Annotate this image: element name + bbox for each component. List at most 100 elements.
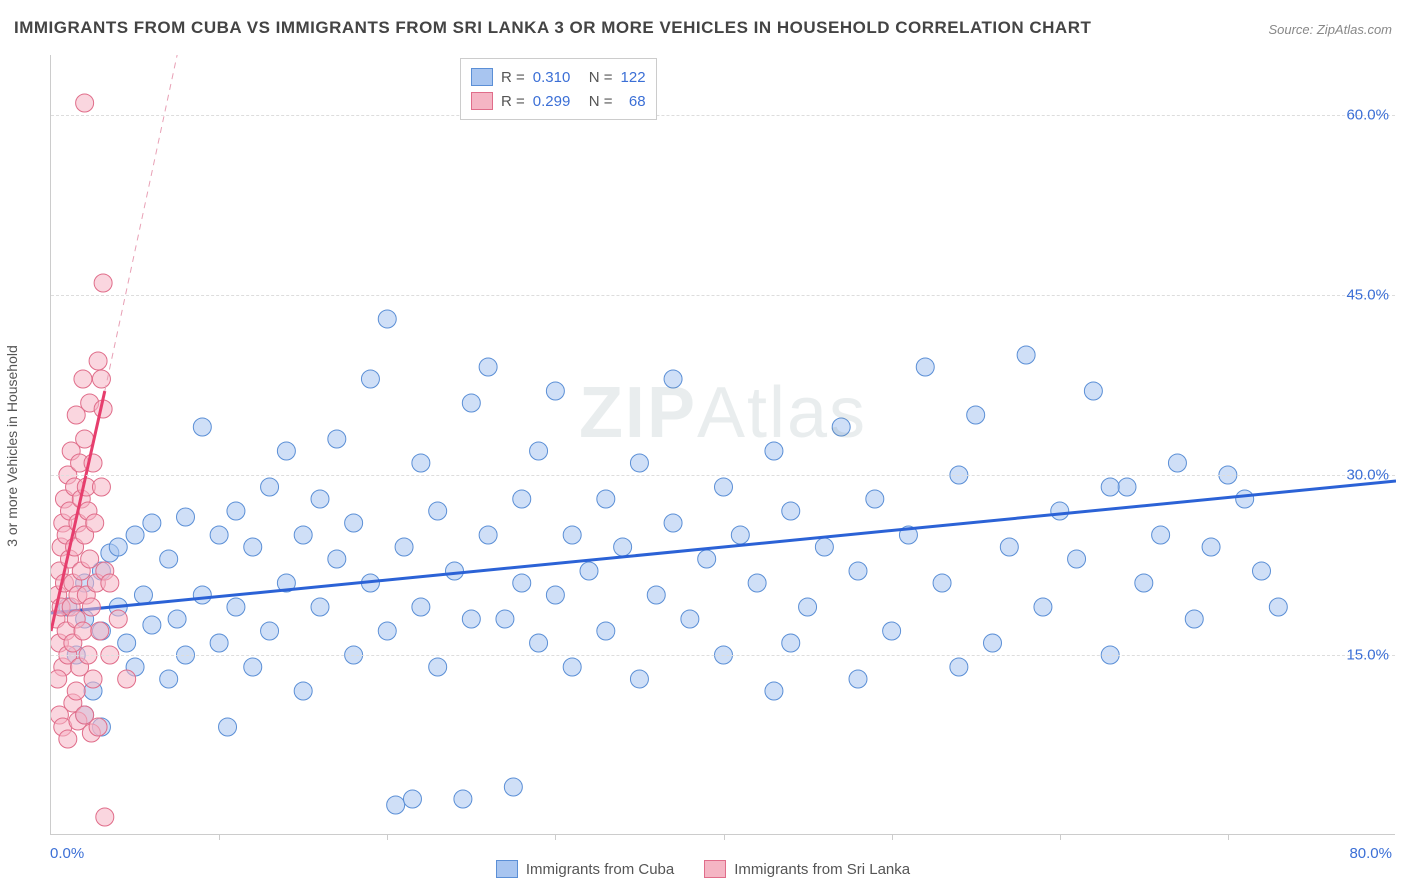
data-point [1202,538,1220,556]
data-point [916,358,934,376]
data-point [84,670,102,688]
data-point [109,610,127,628]
data-point [614,538,632,556]
data-point [849,670,867,688]
x-tick [892,834,893,840]
data-point [378,310,396,328]
chart-plot-area: ZIPAtlas 15.0%30.0%45.0%60.0% [50,55,1395,835]
gridline [51,475,1395,476]
legend-swatch [471,68,493,86]
legend-n-value: 122 [621,69,646,86]
data-point [89,352,107,370]
data-point [1269,598,1287,616]
legend-row: R =0.310N =122 [471,65,646,89]
data-point [160,670,178,688]
data-point [51,670,67,688]
data-point [109,538,127,556]
legend-r-value: 0.310 [533,69,581,86]
data-point [294,526,312,544]
data-point [580,562,598,580]
data-point [168,610,186,628]
data-point [504,778,522,796]
data-point [210,634,228,652]
data-point [412,598,430,616]
legend-item: Immigrants from Sri Lanka [704,860,910,878]
data-point [160,550,178,568]
data-point [883,622,901,640]
data-point [94,274,112,292]
correlation-legend: R =0.310N =122R =0.299N = 68 [460,58,657,120]
data-point [647,586,665,604]
data-point [664,370,682,388]
x-tick [1060,834,1061,840]
legend-r-value: 0.299 [533,93,581,110]
data-point [681,610,699,628]
data-point [715,478,733,496]
legend-label: Immigrants from Sri Lanka [734,861,910,878]
y-tick-label: 45.0% [1346,287,1389,304]
data-point [546,382,564,400]
data-point [513,574,531,592]
legend-swatch [471,92,493,110]
y-tick-label: 15.0% [1346,647,1389,664]
legend-r-label: R = [501,93,525,110]
scatter-svg [51,55,1396,835]
data-point [530,634,548,652]
data-point [244,538,262,556]
data-point [143,616,161,634]
legend-swatch [496,860,518,878]
data-point [395,538,413,556]
data-point [227,598,245,616]
data-point [126,526,144,544]
data-point [378,622,396,640]
data-point [311,490,329,508]
legend-item: Immigrants from Cuba [496,860,674,878]
data-point [1185,610,1203,628]
data-point [67,682,85,700]
data-point [311,598,329,616]
data-point [513,490,531,508]
data-point [563,526,581,544]
data-point [210,526,228,544]
data-point [261,622,279,640]
data-point [81,550,99,568]
data-point [664,514,682,532]
data-point [429,658,447,676]
legend-n-label: N = [589,93,613,110]
x-tick [387,834,388,840]
data-point [294,682,312,700]
data-point [89,718,107,736]
data-point [403,790,421,808]
data-point [933,574,951,592]
data-point [1068,550,1086,568]
data-point [118,670,136,688]
data-point [74,622,92,640]
data-point [950,658,968,676]
data-point [1236,490,1254,508]
gridline [51,295,1395,296]
x-tick [219,834,220,840]
legend-row: R =0.299N = 68 [471,89,646,113]
data-point [799,598,817,616]
data-point [82,598,100,616]
data-point [597,490,615,508]
data-point [91,622,109,640]
data-point [597,622,615,640]
data-point [1084,382,1102,400]
data-point [563,658,581,676]
data-point [96,808,114,826]
x-tick [555,834,556,840]
data-point [244,658,262,676]
data-point [454,790,472,808]
data-point [387,796,405,814]
data-point [479,358,497,376]
data-point [462,610,480,628]
data-point [361,370,379,388]
data-point [1168,454,1186,472]
data-point [479,526,497,544]
data-point [59,730,77,748]
data-point [412,454,430,472]
data-point [1253,562,1271,580]
data-point [967,406,985,424]
data-point [1051,502,1069,520]
